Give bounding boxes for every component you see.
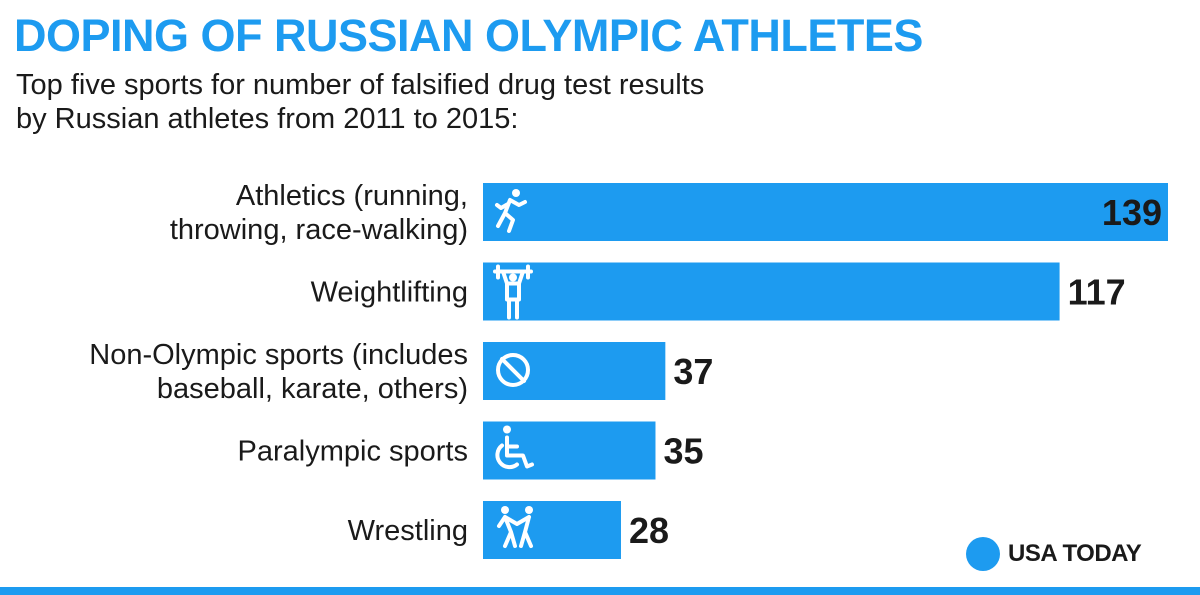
value-label-5: 28: [629, 510, 669, 551]
wrestlers-icon: [497, 506, 533, 548]
value-label-4: 35: [663, 431, 703, 472]
chart-title: DOPING OF RUSSIAN OLYMPIC ATHLETES: [14, 10, 923, 61]
runner-icon: [495, 189, 527, 233]
bottom-rule: [0, 587, 1200, 595]
value-label-1: 139: [1102, 192, 1162, 233]
logo-dot-icon: [966, 537, 1000, 571]
category-label-1: Athletics (running, throwing, race-walkin…: [170, 180, 468, 246]
category-label-4: Paralympic sports: [238, 436, 468, 468]
prohibited-icon: [496, 353, 530, 387]
category-label-3: Non-Olympic sports (includes baseball, ka…: [89, 339, 468, 405]
chart-subtitle: Top five sports for number of falsified …: [16, 68, 916, 136]
bar-4: [483, 421, 656, 480]
bar-2: [483, 262, 1060, 321]
subtitle-line-2: by Russian athletes from 2011 to 2015:: [16, 103, 519, 135]
weightlifter-icon: [493, 264, 533, 320]
logo-text: USA TODAY: [1008, 540, 1142, 567]
bar-1: [483, 183, 1168, 241]
subtitle-line-1: Top five sports for number of falsified …: [16, 69, 705, 101]
value-label-3: 37: [673, 351, 713, 392]
wheelchair-icon: [495, 425, 534, 470]
value-label-2: 117: [1068, 272, 1126, 313]
category-label-2: Weightlifting: [311, 277, 468, 309]
bar-3: [483, 342, 666, 400]
category-label-5: Wrestling: [348, 515, 468, 547]
usa-today-logo: USA TODAY: [966, 537, 1142, 571]
